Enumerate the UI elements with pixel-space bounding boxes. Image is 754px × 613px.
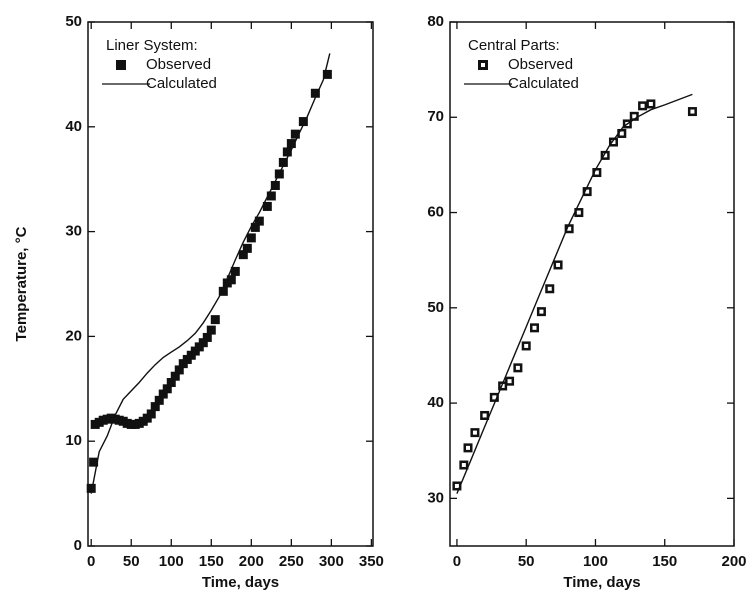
observed-point-core bbox=[524, 343, 529, 348]
legend-marker bbox=[116, 60, 126, 70]
observed-point-core bbox=[594, 170, 599, 175]
observed-point bbox=[246, 233, 256, 243]
observed-point-core bbox=[576, 210, 581, 215]
observed-point bbox=[254, 216, 264, 226]
observed-point-core bbox=[454, 483, 459, 488]
y-tick-label: 30 bbox=[65, 223, 82, 240]
observed-point bbox=[270, 180, 280, 190]
observed-point bbox=[162, 384, 172, 394]
calculated-line bbox=[456, 93, 693, 494]
observed-point bbox=[226, 275, 236, 285]
legend-label: Observed bbox=[508, 56, 573, 73]
observed-point bbox=[230, 266, 240, 276]
observed-point bbox=[198, 338, 208, 348]
observed-point-core bbox=[482, 413, 487, 418]
observed-point bbox=[146, 409, 156, 419]
x-tick-label: 150 bbox=[652, 553, 677, 570]
observed-point-core bbox=[492, 395, 497, 400]
observed-point-core bbox=[556, 262, 561, 267]
observed-point bbox=[170, 371, 180, 381]
observed-point-core bbox=[585, 189, 590, 194]
observed-point-core bbox=[466, 445, 471, 450]
x-tick-label: 100 bbox=[583, 553, 608, 570]
y-tick-label: 50 bbox=[427, 299, 444, 316]
legend-label: Calculated bbox=[508, 75, 579, 92]
y-tick-label: 40 bbox=[427, 394, 444, 411]
observed-point-core bbox=[619, 131, 624, 136]
x-tick-label: 350 bbox=[359, 553, 384, 570]
observed-point bbox=[250, 222, 260, 232]
observed-point bbox=[150, 402, 160, 412]
observed-point bbox=[158, 389, 168, 399]
legend-label: Calculated bbox=[146, 75, 217, 92]
observed-point bbox=[154, 395, 164, 405]
observed-point-core bbox=[539, 309, 544, 314]
observed-point-core bbox=[500, 383, 505, 388]
observed-point bbox=[282, 147, 292, 157]
observed-point-core bbox=[461, 463, 466, 468]
observed-point bbox=[262, 201, 272, 211]
observed-point-core bbox=[532, 325, 537, 330]
observed-point bbox=[166, 378, 176, 388]
x-tick-label: 300 bbox=[319, 553, 344, 570]
observed-point-core bbox=[547, 286, 552, 291]
observed-point bbox=[298, 117, 308, 127]
y-tick-label: 10 bbox=[65, 432, 82, 449]
observed-point bbox=[310, 88, 320, 98]
x-tick-label: 100 bbox=[159, 553, 184, 570]
x-axis-label: Time, days bbox=[563, 574, 640, 591]
observed-point bbox=[286, 139, 296, 149]
observed-point-core bbox=[640, 103, 645, 108]
observed-point-core bbox=[515, 365, 520, 370]
observed-point bbox=[278, 157, 288, 167]
legend-marker-core bbox=[481, 63, 485, 67]
x-axis-label: Time, days bbox=[202, 574, 279, 591]
observed-point bbox=[210, 315, 220, 325]
observed-point bbox=[86, 483, 96, 493]
x-tick-label: 50 bbox=[518, 553, 535, 570]
observed-point bbox=[202, 332, 212, 342]
y-tick-label: 70 bbox=[427, 108, 444, 125]
x-tick-label: 250 bbox=[279, 553, 304, 570]
observed-point-core bbox=[507, 379, 512, 384]
legend-label: Observed bbox=[146, 56, 211, 73]
x-tick-label: 200 bbox=[239, 553, 264, 570]
observed-point bbox=[89, 457, 99, 467]
legend-title: Central Parts: bbox=[468, 37, 560, 54]
observed-point-core bbox=[611, 140, 616, 145]
y-tick-label: 80 bbox=[427, 13, 444, 30]
x-tick-label: 150 bbox=[199, 553, 224, 570]
y-tick-label: 30 bbox=[427, 489, 444, 506]
calculated-line bbox=[90, 53, 331, 494]
x-tick-label: 200 bbox=[721, 553, 746, 570]
x-tick-label: 50 bbox=[123, 553, 140, 570]
observed-point bbox=[290, 129, 300, 139]
plot-frame bbox=[449, 21, 735, 547]
y-tick-label: 60 bbox=[427, 204, 444, 221]
observed-point-core bbox=[690, 109, 695, 114]
x-tick-label: 0 bbox=[453, 553, 461, 570]
observed-point-core bbox=[648, 101, 653, 106]
plot-frame bbox=[87, 21, 374, 547]
observed-point bbox=[242, 243, 252, 253]
observed-point bbox=[206, 325, 216, 335]
observed-point-core bbox=[632, 114, 637, 119]
observed-point bbox=[238, 250, 248, 260]
observed-point-core bbox=[472, 430, 477, 435]
x-tick-label: 0 bbox=[87, 553, 95, 570]
observed-point bbox=[218, 286, 228, 296]
observed-point-core bbox=[603, 153, 608, 158]
y-tick-label: 0 bbox=[74, 537, 82, 554]
observed-point bbox=[174, 365, 184, 375]
observed-point bbox=[322, 69, 332, 79]
y-tick-label: 40 bbox=[65, 118, 82, 135]
y-tick-label: 20 bbox=[65, 327, 82, 344]
y-tick-label: 50 bbox=[65, 13, 82, 30]
legend-title: Liner System: bbox=[106, 37, 198, 54]
observed-point-core bbox=[567, 226, 572, 231]
y-axis-label: Temperature, °C bbox=[13, 226, 30, 341]
observed-point bbox=[266, 191, 276, 201]
